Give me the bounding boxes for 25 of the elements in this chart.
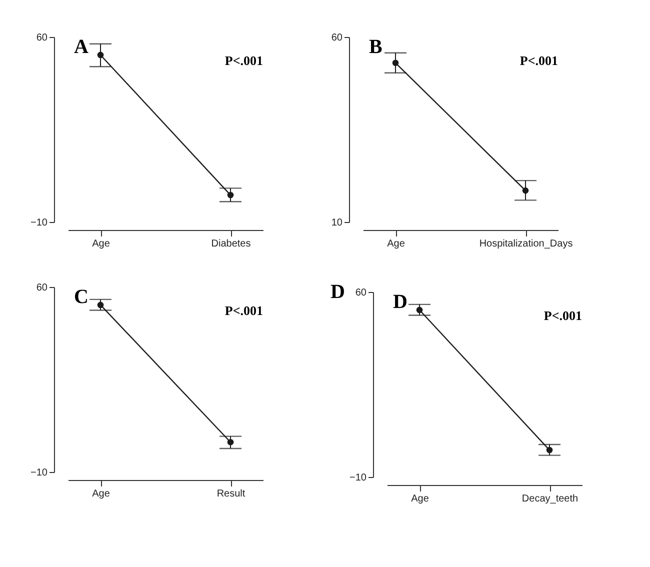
x-tick-label: Diabetes	[211, 238, 251, 250]
y-tick-label: 60	[355, 288, 367, 298]
annotation: P<.001	[520, 53, 558, 68]
text: D	[330, 281, 345, 303]
y-tick-label: −10	[30, 468, 48, 478]
x-tick-label: Decay_teeth	[522, 494, 578, 504]
y-tick-label: 60	[36, 32, 48, 44]
y-tick-label: 10	[331, 218, 343, 228]
y-tick-label: −10	[30, 218, 48, 228]
x-tick-label: Age	[92, 238, 110, 250]
x-tick-label: Age	[387, 238, 406, 250]
x-tick-label: Hospitalization_Days	[479, 238, 573, 250]
y-tick-label: −10	[350, 472, 367, 484]
annotation: P<.001	[224, 303, 263, 318]
annotation: P<.001	[224, 53, 263, 68]
y-tick-label: 60	[331, 32, 343, 44]
chart-title: D	[393, 291, 408, 313]
x-tick-label: Age	[411, 494, 430, 504]
annotation: P<.001	[544, 308, 582, 323]
y-tick-label: 60	[36, 282, 48, 294]
x-tick-label: Age	[92, 488, 110, 500]
chart-title: C	[74, 286, 88, 308]
chart-title: A	[74, 36, 89, 58]
x-tick-label: Result	[216, 488, 246, 500]
chart-title: B	[369, 36, 382, 58]
